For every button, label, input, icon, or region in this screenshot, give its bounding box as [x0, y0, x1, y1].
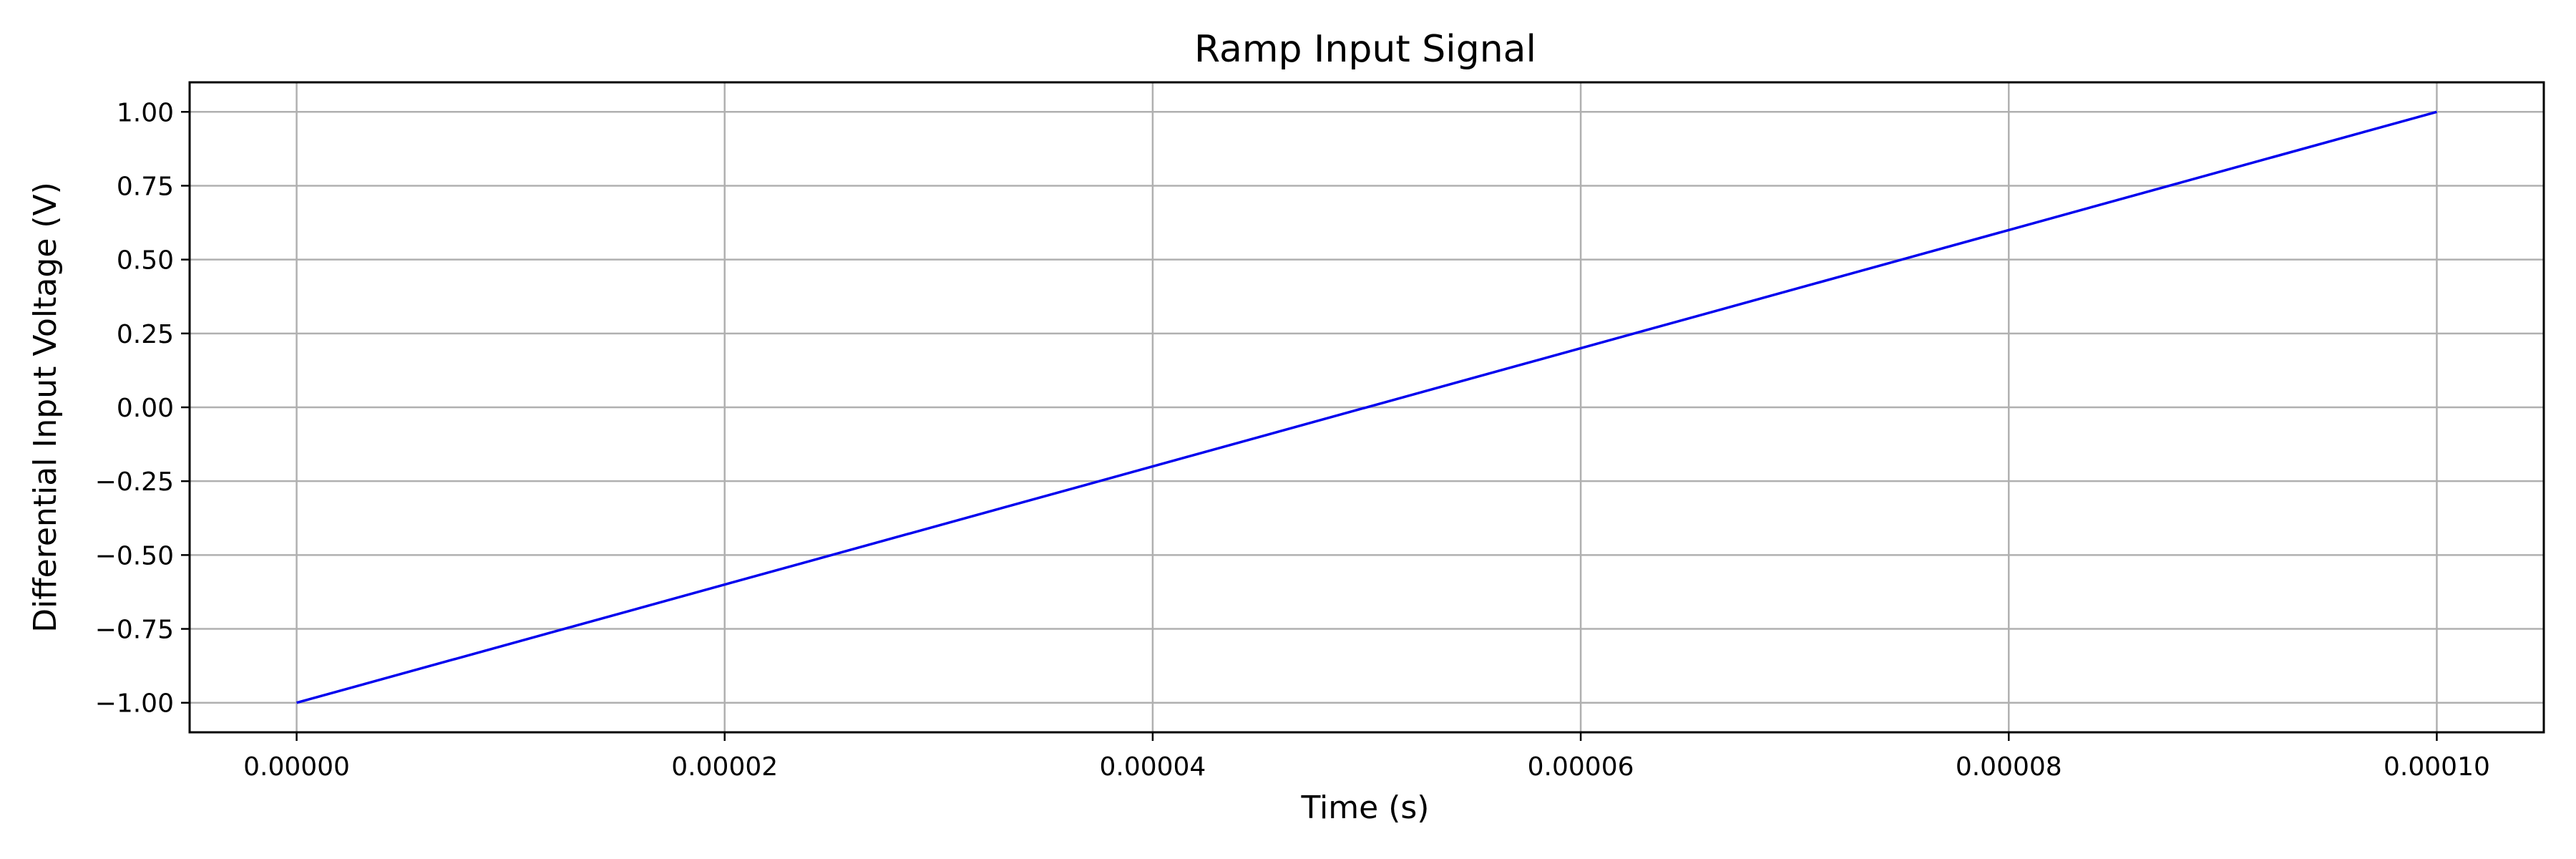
- grid-lines: [190, 82, 2544, 732]
- y-tick-label: 0.25: [117, 320, 174, 349]
- y-tick-label: −0.75: [95, 616, 174, 645]
- y-tick-label: 0.50: [117, 246, 174, 276]
- series-group: [296, 110, 2437, 704]
- y-tick-label: 0.75: [117, 172, 174, 201]
- x-tick-label: 0.00000: [243, 752, 350, 782]
- ramp-series-line: [296, 110, 2437, 704]
- y-tick-label: −0.25: [95, 467, 174, 497]
- y-tick-label: −1.00: [95, 689, 174, 719]
- x-tick-label: 0.00004: [1099, 752, 1206, 782]
- y-tick-label: 0.00: [117, 394, 174, 423]
- x-tick-label: 0.00006: [1528, 752, 1634, 782]
- y-axis-ticks: −1.00 −0.75 −0.50 −0.25 0.00 0.25 0.50 0.75 1.00: [95, 98, 190, 719]
- x-tick-label: 0.00008: [1956, 752, 2062, 782]
- y-tick-label: −0.50: [95, 541, 174, 571]
- x-tick-label: 0.00010: [2384, 752, 2490, 782]
- y-tick-label: 1.00: [117, 98, 174, 127]
- chart-title: Ramp Input Signal: [1194, 28, 1536, 71]
- x-axis-ticks: 0.00000 0.00002 0.00004 0.00006 0.00008 0.000…: [243, 732, 2490, 782]
- y-axis-label: Differential Input Voltage (V): [27, 182, 64, 633]
- x-tick-label: 0.00002: [671, 752, 778, 782]
- x-axis-label: Time (s): [1301, 790, 1430, 826]
